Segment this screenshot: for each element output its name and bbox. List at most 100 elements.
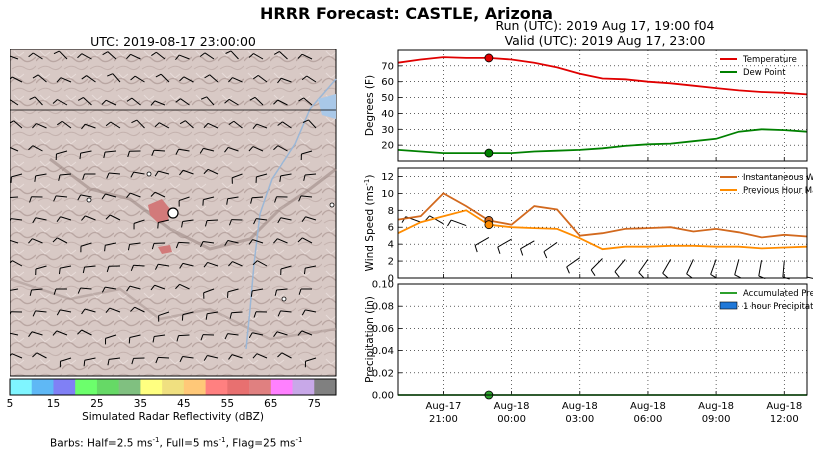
map-barb-flag [154, 122, 160, 128]
map-barb-shaft [136, 119, 145, 129]
map-barb-shaft [159, 122, 170, 129]
y-tick-label: 6 [388, 223, 394, 234]
map-barb-flag [181, 221, 184, 228]
map-barb-flag [32, 310, 37, 317]
map-barb-flag [102, 51, 109, 56]
map-barb-shaft [301, 195, 313, 198]
map-barb-shaft [231, 311, 243, 314]
map-barb-flag [252, 123, 258, 130]
valid-time-marker [484, 53, 494, 63]
y-tick-label: 70 [381, 61, 394, 72]
map-barb-flag [228, 77, 233, 83]
map-barb-shaft [179, 283, 190, 290]
map-barb-flag [203, 262, 208, 268]
map-barb-flag [130, 75, 136, 81]
colorbar-cell [53, 379, 76, 395]
wind-barb-shaft [566, 257, 581, 268]
legend-label: Instantaneous Wind Gust [743, 173, 813, 183]
map-barb-flag [274, 196, 277, 203]
town-marker [329, 202, 335, 208]
map-barb-shaft [256, 218, 268, 221]
y-axis-label: Precipitation (in) [364, 296, 376, 383]
map-barb-flag [175, 98, 181, 103]
map-barb-shaft [301, 53, 313, 60]
map-barb-flag [56, 77, 62, 83]
map-barb-flag [179, 76, 185, 82]
map-barb-shaft [179, 54, 190, 60]
map-barb-shaft [232, 77, 243, 83]
map-barb-flag [277, 352, 283, 358]
map-barb-shaft [160, 73, 170, 83]
map-barb-shaft [84, 123, 96, 129]
map-barb-shaft [105, 286, 117, 290]
map-barb-flag [273, 99, 279, 105]
map-barb-shaft [302, 237, 313, 244]
y-tick-label: 4 [388, 240, 394, 251]
map-barb-flag [28, 145, 34, 151]
map-barb-shaft [11, 173, 23, 178]
y-tick-label: 0.04 [372, 346, 394, 357]
map-barb-flag [151, 150, 155, 156]
map-barb-shaft [37, 74, 47, 83]
map-barb-shaft [61, 120, 72, 129]
map-barb-flag [228, 219, 232, 226]
map-barb-flag [179, 120, 186, 125]
map-barb-shaft [256, 353, 268, 359]
map-barb-flag [229, 312, 233, 319]
map-barb-flag [52, 237, 58, 243]
map-barb-shaft [232, 261, 243, 267]
map-barb-flag [274, 289, 278, 296]
map-barb-flag [248, 332, 253, 339]
wind-barb-flag [474, 245, 478, 253]
map-barb-flag [130, 265, 134, 271]
map-barb-shaft [182, 169, 194, 175]
map-barb-flag [151, 51, 157, 56]
map-barb-shaft [134, 306, 145, 313]
wind-barb-shaft [710, 259, 717, 275]
map-barb-flag [77, 97, 84, 101]
y-tick-label: 0.06 [372, 324, 394, 335]
legend-label: 1 hour Precipitation [743, 302, 813, 312]
legend-swatch [719, 301, 738, 310]
map-barb-shaft [254, 96, 264, 106]
map-barb-flag [273, 51, 280, 55]
map-barb-flag [53, 195, 57, 202]
colorbar-cell [227, 379, 250, 395]
map-barb-flag [273, 331, 278, 337]
map-barb-flag [273, 238, 278, 244]
wind-barb-shaft [614, 259, 626, 272]
lake-shape [318, 94, 336, 119]
map-barb-shaft [277, 145, 288, 152]
map-barb-flag [126, 97, 133, 102]
map-barb-shaft [84, 308, 96, 313]
map-barb-shaft [86, 75, 96, 83]
map-barb-flag [205, 313, 208, 320]
map-barb-flag [81, 215, 86, 221]
map-barb-shaft [280, 310, 292, 313]
map-barb-shaft [81, 53, 92, 60]
map-barb-shaft [80, 150, 92, 154]
map-barb-flag [56, 216, 61, 222]
wind-barb-shaft [662, 259, 672, 274]
map-barb-flag [225, 50, 232, 54]
map-barb-shaft [204, 52, 215, 60]
map-barb-shaft [129, 285, 141, 290]
map-utc-label: UTC: 2019-08-17 23:00:00 [90, 34, 256, 49]
map-barb-shaft [209, 74, 219, 83]
map-barb-flag [105, 307, 111, 314]
y-tick-label: 0.02 [372, 368, 394, 379]
x-tick-label: Aug-18 [562, 401, 598, 412]
map-barb-flag [29, 196, 32, 203]
map-barb-shaft [184, 120, 194, 129]
map-barb-shaft [105, 150, 117, 153]
map-barb-flag [82, 267, 86, 274]
wind-barb-flag [662, 272, 669, 279]
storm-cell [158, 245, 172, 254]
map-barb-flag [273, 145, 279, 151]
map-barb-shaft [207, 311, 219, 315]
map-barb-shaft [230, 50, 239, 60]
map-barb-flag [52, 330, 58, 336]
map-barb-shaft [57, 99, 68, 106]
map-barb-shaft [13, 120, 23, 129]
map-barb-flag [204, 74, 210, 79]
